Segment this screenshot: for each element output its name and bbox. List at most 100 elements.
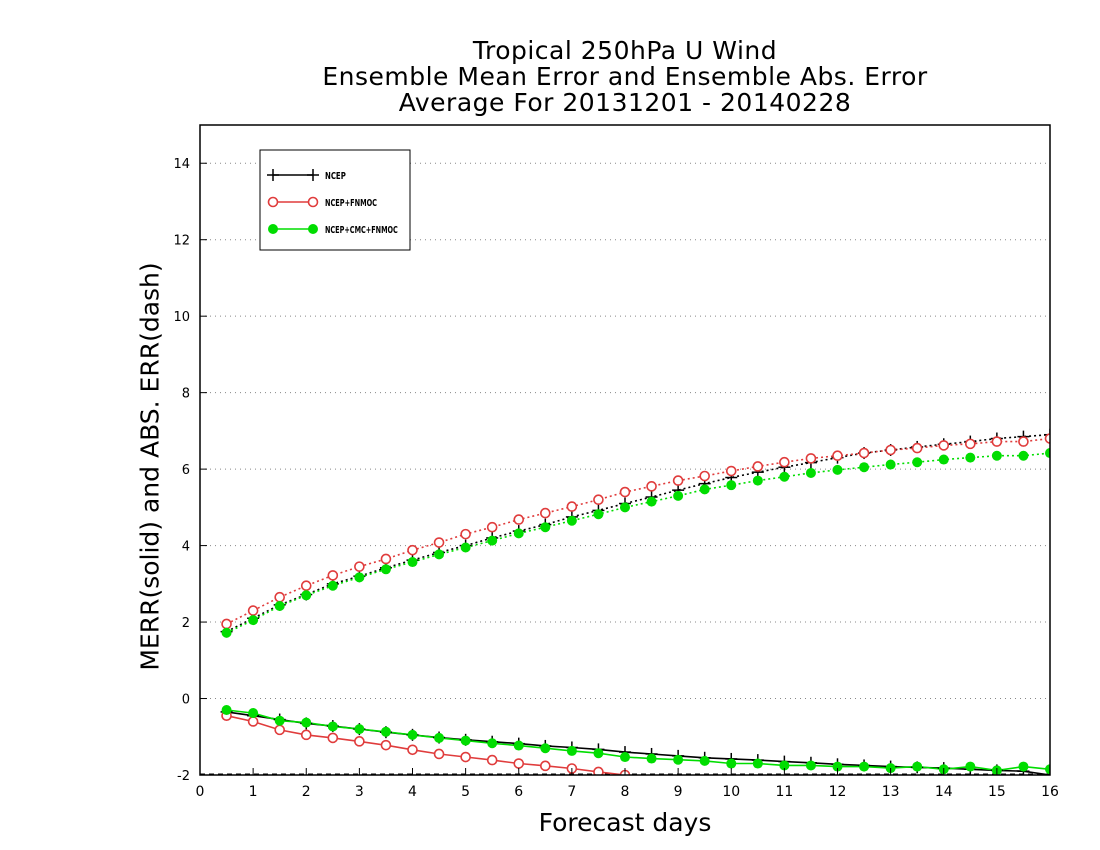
data-point-ncep-cmc-fnmoc-abs_err — [301, 590, 312, 601]
data-point-ncep-cmc-fnmoc-merr — [407, 729, 418, 740]
data-point-ncep-fnmoc-abs_err — [540, 507, 551, 519]
chart-title-line-1: Tropical 250hPa U Wind — [472, 36, 778, 65]
data-point-ncep-cmc-fnmoc-merr — [912, 761, 923, 772]
data-point-ncep-cmc-fnmoc-merr — [965, 761, 976, 772]
x-tick-label: 15 — [988, 784, 1006, 800]
data-point-ncep-cmc-fnmoc-abs_err — [726, 480, 737, 491]
x-tick-label: 1 — [249, 784, 258, 800]
data-point-ncep-cmc-fnmoc-merr — [487, 738, 498, 749]
data-point-ncep-fnmoc-abs_err — [752, 461, 764, 472]
series-lines — [226, 433, 1050, 775]
data-point-ncep-fnmoc-merr — [354, 736, 365, 747]
data-point-ncep-cmc-fnmoc-abs_err — [752, 475, 763, 486]
data-point-ncep-fnmoc-abs_err — [486, 521, 498, 533]
data-point-ncep-cmc-fnmoc-merr — [805, 760, 816, 771]
legend-marker — [308, 224, 318, 234]
legend-marker — [267, 196, 279, 208]
data-point-ncep-cmc-fnmoc-merr — [752, 758, 763, 769]
x-tick-label: 9 — [674, 784, 683, 800]
x-tick-label: 14 — [935, 784, 953, 800]
data-point-ncep-cmc-fnmoc-abs_err — [912, 457, 923, 468]
data-point-ncep-fnmoc-abs_err — [460, 528, 471, 540]
data-point-ncep-cmc-fnmoc-abs_err — [540, 522, 551, 533]
data-point-ncep-cmc-fnmoc-merr — [380, 726, 391, 737]
data-point-ncep-cmc-fnmoc-abs_err — [434, 549, 445, 560]
y-tick-label: 12 — [173, 234, 190, 249]
data-point-ncep-cmc-fnmoc-merr — [327, 721, 338, 732]
data-point-ncep-fnmoc-abs_err — [274, 591, 285, 603]
y-tick-label: 0 — [182, 693, 190, 708]
data-point-ncep-fnmoc-abs_err — [221, 618, 232, 630]
data-point-ncep-cmc-fnmoc-abs_err — [991, 450, 1002, 461]
data-point-ncep-fnmoc-abs_err — [938, 440, 950, 451]
y-tick-label: -2 — [177, 769, 190, 784]
data-point-ncep-fnmoc-abs_err — [513, 514, 525, 525]
y-axis-label: MERR(solid) and ABS. ERR(dash) — [135, 262, 165, 671]
data-point-ncep-cmc-fnmoc-abs_err — [646, 496, 657, 507]
data-point-ncep-cmc-fnmoc-merr — [221, 705, 232, 715]
data-point-ncep-cmc-fnmoc-merr — [593, 748, 604, 759]
data-point-ncep-cmc-fnmoc-abs_err — [327, 580, 338, 591]
data-point-ncep-fnmoc-abs_err — [805, 453, 817, 464]
y-tick-label: 6 — [182, 463, 190, 478]
series-markers — [220, 428, 1050, 775]
series-line-ncep-cmc-fnmoc-abs_err — [226, 452, 1050, 634]
data-point-ncep-cmc-fnmoc-abs_err — [221, 627, 232, 638]
legend-marker — [307, 196, 319, 208]
data-point-ncep-fnmoc-abs_err — [991, 436, 1003, 447]
data-point-ncep-fnmoc-merr — [327, 732, 339, 744]
data-point-ncep-fnmoc-abs_err — [354, 561, 365, 572]
x-tick-label: 12 — [829, 784, 847, 800]
data-point-ncep-fnmoc-merr — [300, 729, 312, 741]
legend-label-ncep-fnmoc: NCEP+FNMOC — [325, 198, 377, 209]
data-point-ncep-fnmoc-abs_err — [779, 456, 790, 468]
data-point-ncep-cmc-fnmoc-abs_err — [566, 515, 577, 526]
data-point-ncep-cmc-fnmoc-merr — [699, 755, 710, 766]
y-tick-label: 14 — [173, 157, 190, 172]
data-point-ncep-fnmoc-abs_err — [699, 470, 710, 482]
data-point-ncep-fnmoc-merr — [460, 751, 471, 763]
x-tick-label: 11 — [775, 784, 793, 800]
data-point-ncep-cmc-fnmoc-merr — [274, 715, 285, 726]
data-point-ncep-fnmoc-merr — [540, 760, 551, 772]
legend-marker — [268, 224, 278, 234]
y-tick-label: 10 — [173, 310, 190, 325]
data-point-ncep-fnmoc-abs_err — [885, 444, 896, 456]
data-point-ncep-cmc-fnmoc-abs_err — [354, 572, 365, 583]
data-point-ncep-cmc-fnmoc-merr — [513, 740, 524, 751]
x-tick-label: 0 — [196, 784, 205, 800]
data-point-ncep-fnmoc-abs_err — [832, 450, 843, 462]
data-point-ncep-cmc-fnmoc-abs_err — [779, 471, 790, 482]
data-point-ncep-cmc-fnmoc-merr — [1045, 764, 1050, 775]
data-point-ncep-fnmoc-merr — [513, 758, 525, 769]
data-point-ncep-cmc-fnmoc-merr — [859, 761, 870, 772]
legend-marker — [267, 169, 279, 181]
data-point-ncep-fnmoc-abs_err — [593, 494, 604, 506]
series-line-ncep-fnmoc-abs_err — [226, 437, 1050, 625]
x-axis-label: Forecast days — [538, 808, 712, 837]
y-tick-label: 2 — [182, 616, 190, 631]
data-point-ncep-fnmoc-abs_err — [1018, 436, 1029, 447]
data-point-ncep-cmc-fnmoc-abs_err — [699, 484, 710, 495]
chart-title-line-2: Ensemble Mean Error and Ensemble Abs. Er… — [322, 62, 928, 91]
data-point-ncep-cmc-fnmoc-abs_err — [593, 509, 604, 520]
data-point-ncep-fnmoc-merr — [407, 744, 418, 756]
grid-lines — [200, 162, 1050, 775]
data-point-ncep-fnmoc-abs_err — [965, 438, 976, 450]
data-point-ncep-fnmoc-merr — [433, 748, 445, 760]
data-point-ncep-cmc-fnmoc-merr — [354, 724, 365, 735]
x-tick-label: 10 — [722, 784, 740, 800]
data-point-ncep-cmc-fnmoc-abs_err — [965, 452, 976, 463]
data-point-ncep-fnmoc-abs_err — [672, 475, 684, 486]
data-point-ncep-fnmoc-abs_err — [619, 486, 631, 498]
series-line-ncep-fnmoc-merr — [226, 714, 637, 775]
data-point-ncep-fnmoc-abs_err — [407, 544, 418, 556]
data-point-ncep-cmc-fnmoc-abs_err — [832, 464, 843, 475]
data-point-ncep-cmc-fnmoc-abs_err — [620, 502, 630, 513]
data-point-ncep-cmc-fnmoc-abs_err — [938, 454, 949, 465]
data-point-ncep-cmc-fnmoc-merr — [566, 745, 577, 756]
x-tick-label: 7 — [567, 784, 576, 800]
data-point-ncep-cmc-fnmoc-merr — [460, 735, 471, 746]
data-point-ncep-fnmoc-merr — [247, 716, 259, 727]
